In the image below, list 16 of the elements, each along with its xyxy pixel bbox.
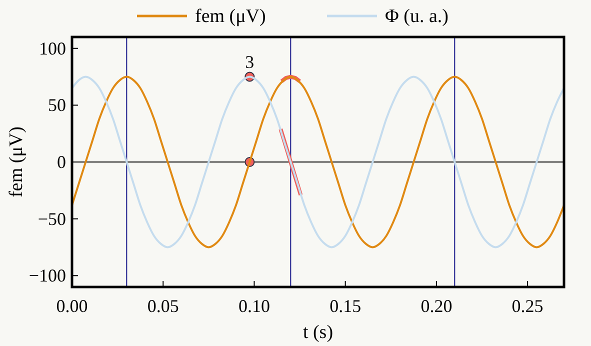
x-tick-label: 0.10 [238, 296, 270, 316]
y-tick-label: 0 [57, 152, 66, 172]
y-tick-label: −50 [38, 208, 66, 229]
x-axis-title: t (s) [302, 322, 334, 343]
x-tick-label: 0.25 [512, 296, 544, 316]
x-tick-label: 0.15 [330, 296, 362, 316]
y-tick-label: −100 [28, 266, 66, 286]
annotation: 3 [245, 52, 254, 72]
y-tick-label: 100 [39, 38, 66, 58]
x-tick-label: 0.05 [147, 296, 179, 316]
legend-label: Φ (u. a.) [385, 6, 448, 27]
y-axis-title: fem (μV) [6, 126, 27, 198]
legend-label: fem (μV) [195, 6, 266, 27]
x-tick-label: 0.00 [56, 296, 88, 316]
y-tick-label: 50 [48, 95, 66, 116]
x-tick-label: 0.20 [420, 296, 452, 316]
